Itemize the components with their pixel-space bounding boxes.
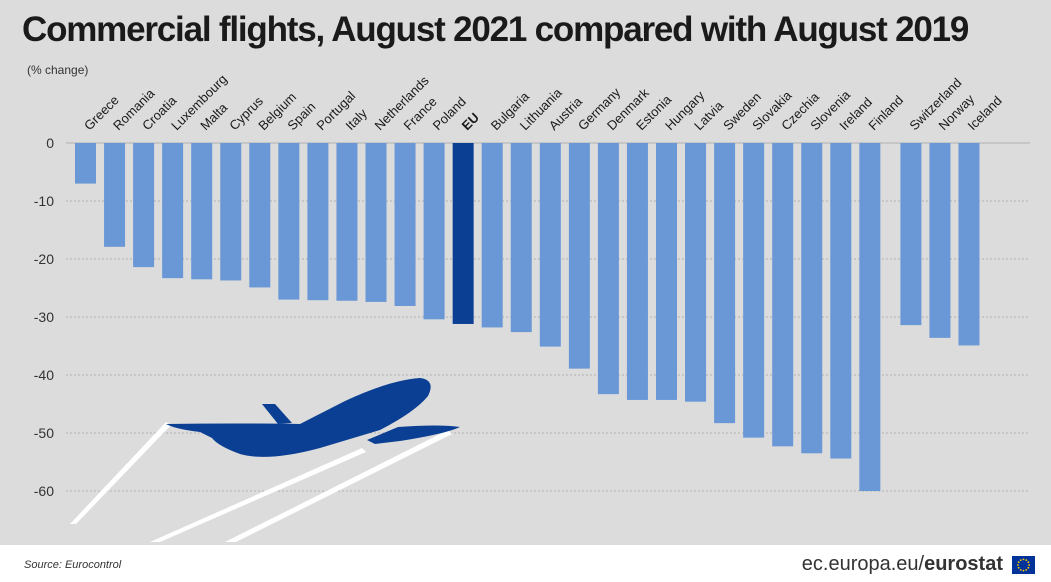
y-axis-ticks: 0 -10 -20 -30 -40 -50 -60 (34, 135, 54, 499)
bar-greece (75, 143, 96, 184)
contrail-1 (70, 422, 171, 524)
flag-star (1019, 568, 1022, 571)
y-tick-label: 0 (46, 135, 54, 151)
brand-name: eurostat (924, 553, 1003, 575)
eu-flag-icon (1012, 556, 1035, 574)
flag-star (1017, 561, 1020, 564)
bar-finland (859, 143, 881, 491)
bar-malta (191, 143, 213, 280)
contrail-3 (225, 430, 452, 542)
flag-star (1022, 569, 1025, 572)
flag-star (1028, 564, 1030, 566)
y-tick-label: -10 (34, 193, 54, 209)
bar-switzerland (900, 143, 922, 326)
brand-link[interactable]: ec.europa.eu/eurostat (802, 553, 1003, 576)
y-tick-label: -40 (34, 367, 54, 383)
airplane-illustration (70, 378, 460, 542)
airplane-icon (166, 378, 460, 457)
chart-title: Commercial flights, August 2021 compared… (22, 10, 969, 49)
flag-star (1025, 568, 1028, 571)
y-tick-label: -20 (34, 251, 54, 267)
bar-belgium (249, 143, 271, 288)
flag-star (1022, 558, 1025, 561)
bar-latvia (685, 143, 707, 402)
bar-austria (539, 143, 561, 347)
bar-netherlands (365, 143, 387, 302)
y-tick-label: -50 (34, 425, 54, 441)
flag-star (1025, 559, 1028, 562)
bar-iceland (958, 143, 980, 346)
bar-croatia (133, 143, 155, 268)
bar-slovakia (743, 143, 765, 438)
bar-slovenia (801, 143, 823, 454)
y-tick-label: -30 (34, 309, 54, 325)
y-tick-label: -60 (34, 483, 54, 499)
flag-star (1017, 566, 1020, 569)
bar-denmark (597, 143, 619, 395)
bars (75, 143, 980, 491)
bar-eu (452, 143, 474, 324)
bar-france (394, 143, 416, 306)
category-label: EU (459, 110, 482, 133)
category-label: Finland (865, 92, 906, 133)
bar-sweden (714, 143, 736, 424)
bar-italy (336, 143, 358, 301)
bar-luxembourg (162, 143, 184, 279)
bar-chart: 0 -10 -20 -30 -40 -50 -60 GreeceRomaniaCroatia… (34, 71, 1030, 542)
bar-cyprus (220, 143, 242, 281)
bar-estonia (626, 143, 648, 400)
bar-romania (104, 143, 126, 247)
bar-portugal (307, 143, 329, 301)
contrail-2 (150, 448, 366, 542)
category-labels: GreeceRomaniaCroatiaLuxembourgMaltaCypru… (81, 71, 1005, 133)
bar-hungary (656, 143, 677, 400)
brand-url: ec.europa.eu/ (801, 553, 925, 575)
bar-spain (278, 143, 300, 300)
bar-bulgaria (481, 143, 503, 328)
bar-norway (929, 143, 951, 338)
bar-poland (423, 143, 445, 320)
source-note: Source: Eurocontrol (24, 559, 122, 571)
bar-lithuania (510, 143, 532, 333)
flag-star (1017, 564, 1019, 566)
flag-star (1019, 559, 1022, 562)
flag-star (1027, 561, 1030, 564)
chart-subtitle: (% change) (27, 63, 89, 77)
bar-czechia (772, 143, 794, 447)
flag-star (1027, 566, 1030, 569)
bar-germany (568, 143, 590, 369)
bar-ireland (830, 143, 852, 459)
